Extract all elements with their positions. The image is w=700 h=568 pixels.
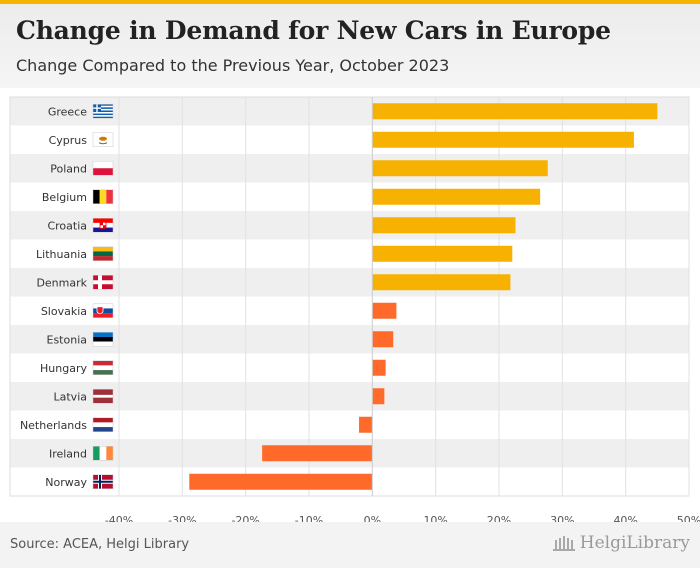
netherlands-flag — [92, 417, 114, 432]
category-label: Poland — [50, 162, 87, 175]
logo-text: HelgiLibrary — [579, 533, 690, 553]
bar — [262, 445, 373, 462]
x-tick-label: -10% — [295, 514, 323, 522]
row-band — [10, 410, 689, 439]
denmark-flag — [92, 275, 114, 290]
ireland-flag — [92, 446, 114, 461]
x-tick-label: 40% — [613, 514, 637, 522]
x-tick-label: 0% — [364, 514, 381, 522]
row-band — [10, 239, 689, 268]
lithuania-flag — [92, 246, 114, 261]
bar — [372, 302, 397, 319]
library-columns-icon — [552, 536, 575, 551]
category-label: Cyprus — [49, 134, 88, 147]
bar — [359, 416, 373, 433]
row-band — [10, 353, 689, 382]
category-label: Ireland — [49, 447, 87, 460]
category-label: Netherlands — [20, 419, 87, 432]
category-label: Croatia — [47, 219, 87, 232]
bar — [372, 160, 548, 177]
bar — [372, 388, 385, 405]
belgium-flag — [92, 189, 114, 204]
helgi-library-logo: HelgiLibrary — [552, 533, 690, 553]
poland-flag — [92, 161, 114, 176]
x-tick-label: -30% — [168, 514, 196, 522]
bar — [372, 359, 386, 376]
row-band — [10, 211, 689, 240]
category-label: Norway — [45, 476, 87, 489]
estonia-flag — [92, 332, 114, 347]
row-band — [10, 382, 689, 411]
row-band — [10, 154, 689, 183]
category-label: Denmark — [36, 276, 87, 289]
norway-flag — [92, 474, 114, 489]
category-label: Slovakia — [41, 305, 87, 318]
bar — [372, 245, 513, 262]
row-band — [10, 182, 689, 211]
chart-subtitle: Change Compared to the Previous Year, Oc… — [16, 56, 450, 75]
greece-flag — [92, 104, 114, 119]
category-label: Hungary — [40, 362, 87, 375]
row-band — [10, 268, 689, 297]
x-tick-label: 50% — [677, 514, 700, 522]
category-label: Belgium — [42, 191, 87, 204]
category-label: Greece — [48, 105, 87, 118]
x-tick-label: 20% — [487, 514, 511, 522]
bar — [372, 188, 541, 205]
croatia-flag — [92, 218, 114, 233]
row-band — [10, 296, 689, 325]
bar — [372, 217, 516, 234]
x-tick-label: -40% — [105, 514, 133, 522]
x-tick-label: -20% — [231, 514, 259, 522]
chart-title: Change in Demand for New Cars in Europe — [16, 16, 611, 45]
bar-chart: -40% -30% -20% -10% 0% 10% 20% 30% 40% 50% Greece C… — [9, 96, 700, 522]
row-band — [10, 325, 689, 354]
hungary-flag — [92, 360, 114, 375]
category-label: Lithuania — [36, 248, 87, 261]
chart-header: Change in Demand for New Cars in Europe … — [0, 4, 700, 88]
source-note: Source: ACEA, Helgi Library — [10, 537, 190, 552]
category-label: Latvia — [54, 390, 88, 403]
bar — [372, 131, 634, 148]
x-tick-label: 10% — [423, 514, 447, 522]
chart-footer: Source: ACEA, Helgi Library HelgiLibrary — [0, 522, 700, 568]
bar — [372, 274, 511, 291]
category-label: Estonia — [47, 333, 88, 346]
cyprus-flag — [92, 132, 114, 147]
bar — [372, 103, 658, 120]
x-tick-label: 30% — [550, 514, 574, 522]
bar — [372, 331, 394, 348]
accent-top-bar — [0, 0, 700, 4]
bar — [189, 473, 373, 490]
slovakia-flag — [92, 303, 114, 318]
latvia-flag — [92, 389, 114, 404]
